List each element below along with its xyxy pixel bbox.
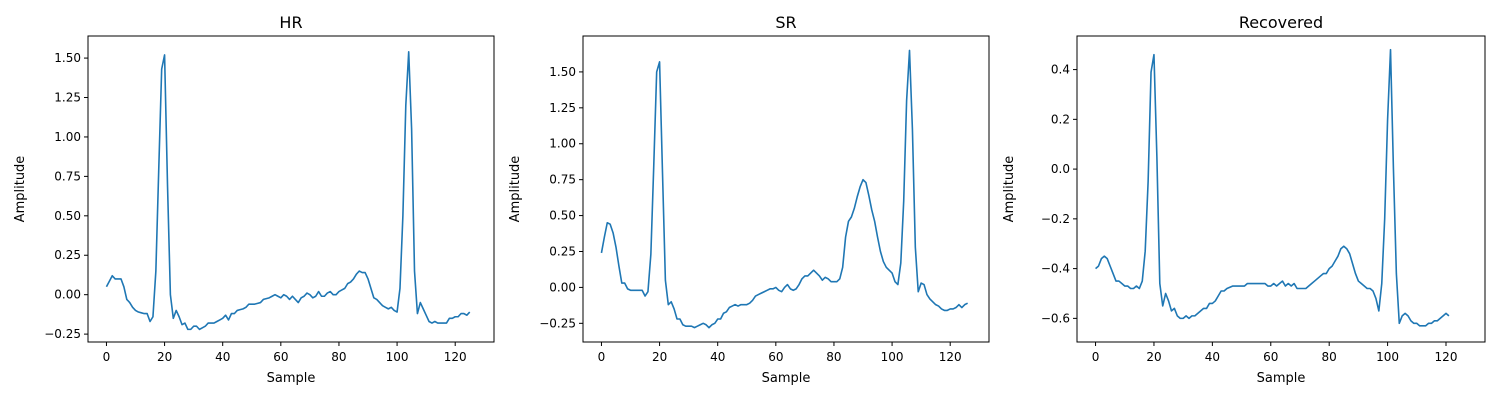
subplot-sr-ytick-label: 0.50	[549, 209, 576, 223]
subplot-hr-ytick-label: −0.25	[44, 327, 81, 341]
subplot-hr-xtick-label: 40	[215, 350, 230, 364]
subplot-recovered-xtick-label: 60	[1263, 350, 1278, 364]
subplot-recovered-ticks: 0 20 40 60 80 100 120 −0.6 −0.4 −0.2 0.0 0.2 0.4	[1041, 63, 1458, 364]
subplot-recovered-xlabel: Sample	[1257, 371, 1306, 386]
subplot-recovered-xtick-label: 120	[1435, 350, 1458, 364]
subplot-recovered-series-line	[1095, 48, 1450, 327]
subplot-hr-ytick-label: 1.00	[54, 130, 81, 144]
subplot-hr-xtick-label: 120	[444, 350, 467, 364]
subplot-hr-xlabel: Sample	[267, 371, 316, 386]
subplot-sr: SR 0 20 40 60 80 100 120 −0.25 0.00 0.25 0.50 0.75 1…	[508, 13, 990, 386]
subplot-sr-series-line	[600, 49, 968, 329]
subplot-hr-frame	[87, 35, 495, 343]
subplot-hr-ticks: 0 20 40 60 80 100 120 −0.25 0.00 0.25 0.50 0.75 1.00…	[44, 51, 466, 364]
subplot-recovered-frame	[1076, 35, 1486, 343]
subplot-sr-ytick-label: 0.00	[549, 280, 576, 294]
subplot-recovered-ytick-label: 0.0	[1051, 162, 1070, 176]
subplot-hr-ytick-label: 1.25	[54, 91, 81, 105]
subplot-recovered-ytick-label: 0.4	[1051, 63, 1070, 77]
subplot-sr-xlabel: Sample	[762, 371, 811, 386]
subplot-hr-ytick-label: 0.25	[54, 248, 81, 262]
subplot-recovered-xtick-label: 40	[1205, 350, 1220, 364]
subplot-recovered-ylabel: Amplitude	[1002, 156, 1017, 223]
subplot-sr-xtick-label: 20	[652, 350, 667, 364]
subplot-hr-xtick-label: 60	[273, 350, 288, 364]
subplot-sr-title: SR	[775, 13, 796, 32]
subplot-sr-xtick-label: 100	[881, 350, 904, 364]
subplot-hr-ytick-label: 0.00	[54, 288, 81, 302]
subplot-hr-xtick-label: 0	[103, 350, 111, 364]
subplot-sr-ytick-label: −0.25	[539, 316, 576, 330]
subplot-hr-series-line	[105, 50, 471, 331]
subplot-sr-ytick-label: 1.00	[549, 137, 576, 151]
subplot-sr-ticks: 0 20 40 60 80 100 120 −0.25 0.00 0.25 0.50 0.75 1.00…	[539, 65, 961, 364]
subplot-hr-xtick-label: 80	[331, 350, 346, 364]
subplot-sr-xtick-label: 120	[939, 350, 962, 364]
subplot-hr-xtick-label: 100	[386, 350, 409, 364]
subplot-hr-ylabel: Amplitude	[13, 156, 28, 223]
subplot-recovered-ytick-label: 0.2	[1051, 112, 1070, 126]
subplot-recovered-ytick-label: −0.2	[1041, 212, 1070, 226]
subplot-recovered-xtick-label: 100	[1376, 350, 1399, 364]
subplot-recovered-ytick-label: −0.4	[1041, 262, 1070, 276]
subplot-sr-ytick-label: 1.25	[549, 101, 576, 115]
subplot-recovered-title: Recovered	[1239, 13, 1323, 32]
subplot-hr-title: HR	[279, 13, 302, 32]
subplot-recovered-ytick-label: −0.6	[1041, 311, 1070, 325]
subplot-recovered: Recovered 0 20 40 60 80 100 120 −0.6 −0.4 −0.2 0.0…	[1002, 13, 1486, 386]
subplot-sr-xtick-label: 60	[768, 350, 783, 364]
subplot-sr-ytick-label: 0.25	[549, 244, 576, 258]
subplot-hr: HR 0 20 40 60 80 100 120 −0.25 0.00 0.25 0.50 0.75 1…	[13, 13, 495, 386]
subplot-sr-ylabel: Amplitude	[508, 156, 523, 223]
subplot-hr-ytick-label: 0.75	[54, 169, 81, 183]
subplot-sr-ytick-label: 0.75	[549, 173, 576, 187]
subplot-sr-ytick-label: 1.50	[549, 65, 576, 79]
subplot-sr-xtick-label: 0	[598, 350, 606, 364]
subplot-recovered-xtick-label: 80	[1322, 350, 1337, 364]
subplot-hr-ytick-label: 1.50	[54, 51, 81, 65]
subplot-sr-xtick-label: 40	[710, 350, 725, 364]
subplot-sr-frame	[582, 35, 990, 343]
subplot-hr-xtick-label: 20	[157, 350, 172, 364]
subplot-sr-xtick-label: 80	[826, 350, 841, 364]
subplot-recovered-xtick-label: 20	[1146, 350, 1161, 364]
subplot-recovered-xtick-label: 0	[1092, 350, 1100, 364]
subplot-hr-ytick-label: 0.50	[54, 209, 81, 223]
